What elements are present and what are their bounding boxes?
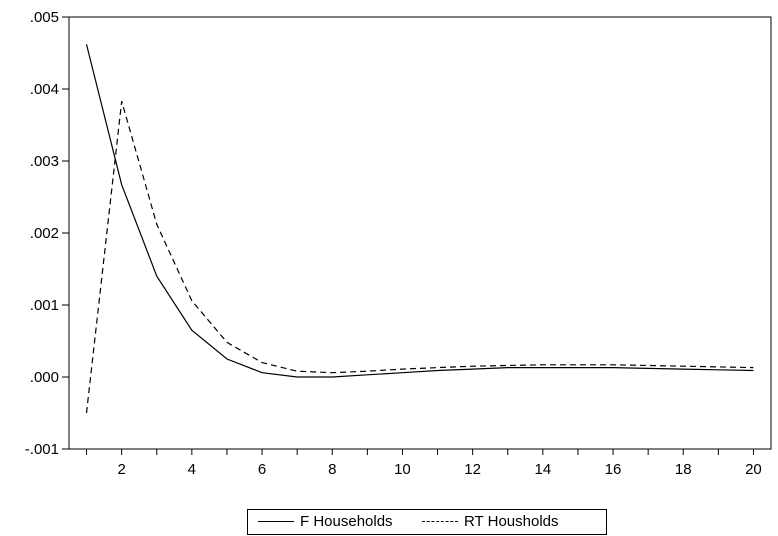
x-tick-label: 18 xyxy=(675,461,692,478)
x-axis: 2 4 6 8 10 12 14 16 18 20 xyxy=(86,449,762,478)
x-tick-label: 4 xyxy=(188,461,196,478)
series-line-f-households xyxy=(85,44,754,378)
y-tick-label: .001 xyxy=(30,297,59,314)
legend: F Households RT Housholds xyxy=(247,509,607,535)
y-axis: .005 .004 .003 .002 .001 .000 -.001 xyxy=(25,9,69,458)
legend-item-rt-housholds: RT Housholds xyxy=(422,513,559,530)
series-line-rt-housholds xyxy=(85,101,754,414)
x-tick-label: 12 xyxy=(464,461,481,478)
legend-item-f-households: F Households xyxy=(258,513,393,530)
y-tick-label: .004 xyxy=(30,81,59,98)
legend-label-rt-housholds: RT Housholds xyxy=(464,513,559,530)
y-tick-label: .000 xyxy=(30,369,59,386)
plot-border xyxy=(68,16,772,450)
y-tick-label: -.001 xyxy=(25,441,59,458)
x-tick-label: 10 xyxy=(394,461,411,478)
x-tick-label: 8 xyxy=(328,461,336,478)
x-tick-label: 2 xyxy=(117,461,125,478)
x-tick-label: 20 xyxy=(745,461,762,478)
legend-label-f-households: F Households xyxy=(300,513,393,530)
series-layer xyxy=(85,44,754,414)
legend-dashed-line-icon xyxy=(422,521,458,522)
legend-solid-line-icon xyxy=(258,521,294,522)
y-tick-label: .002 xyxy=(30,225,59,242)
y-tick-label: .005 xyxy=(30,9,59,26)
plot-frame xyxy=(68,16,772,450)
y-tick-label: .003 xyxy=(30,153,59,170)
x-tick-label: 14 xyxy=(535,461,552,478)
x-tick-label: 6 xyxy=(258,461,266,478)
x-tick-label: 16 xyxy=(605,461,622,478)
